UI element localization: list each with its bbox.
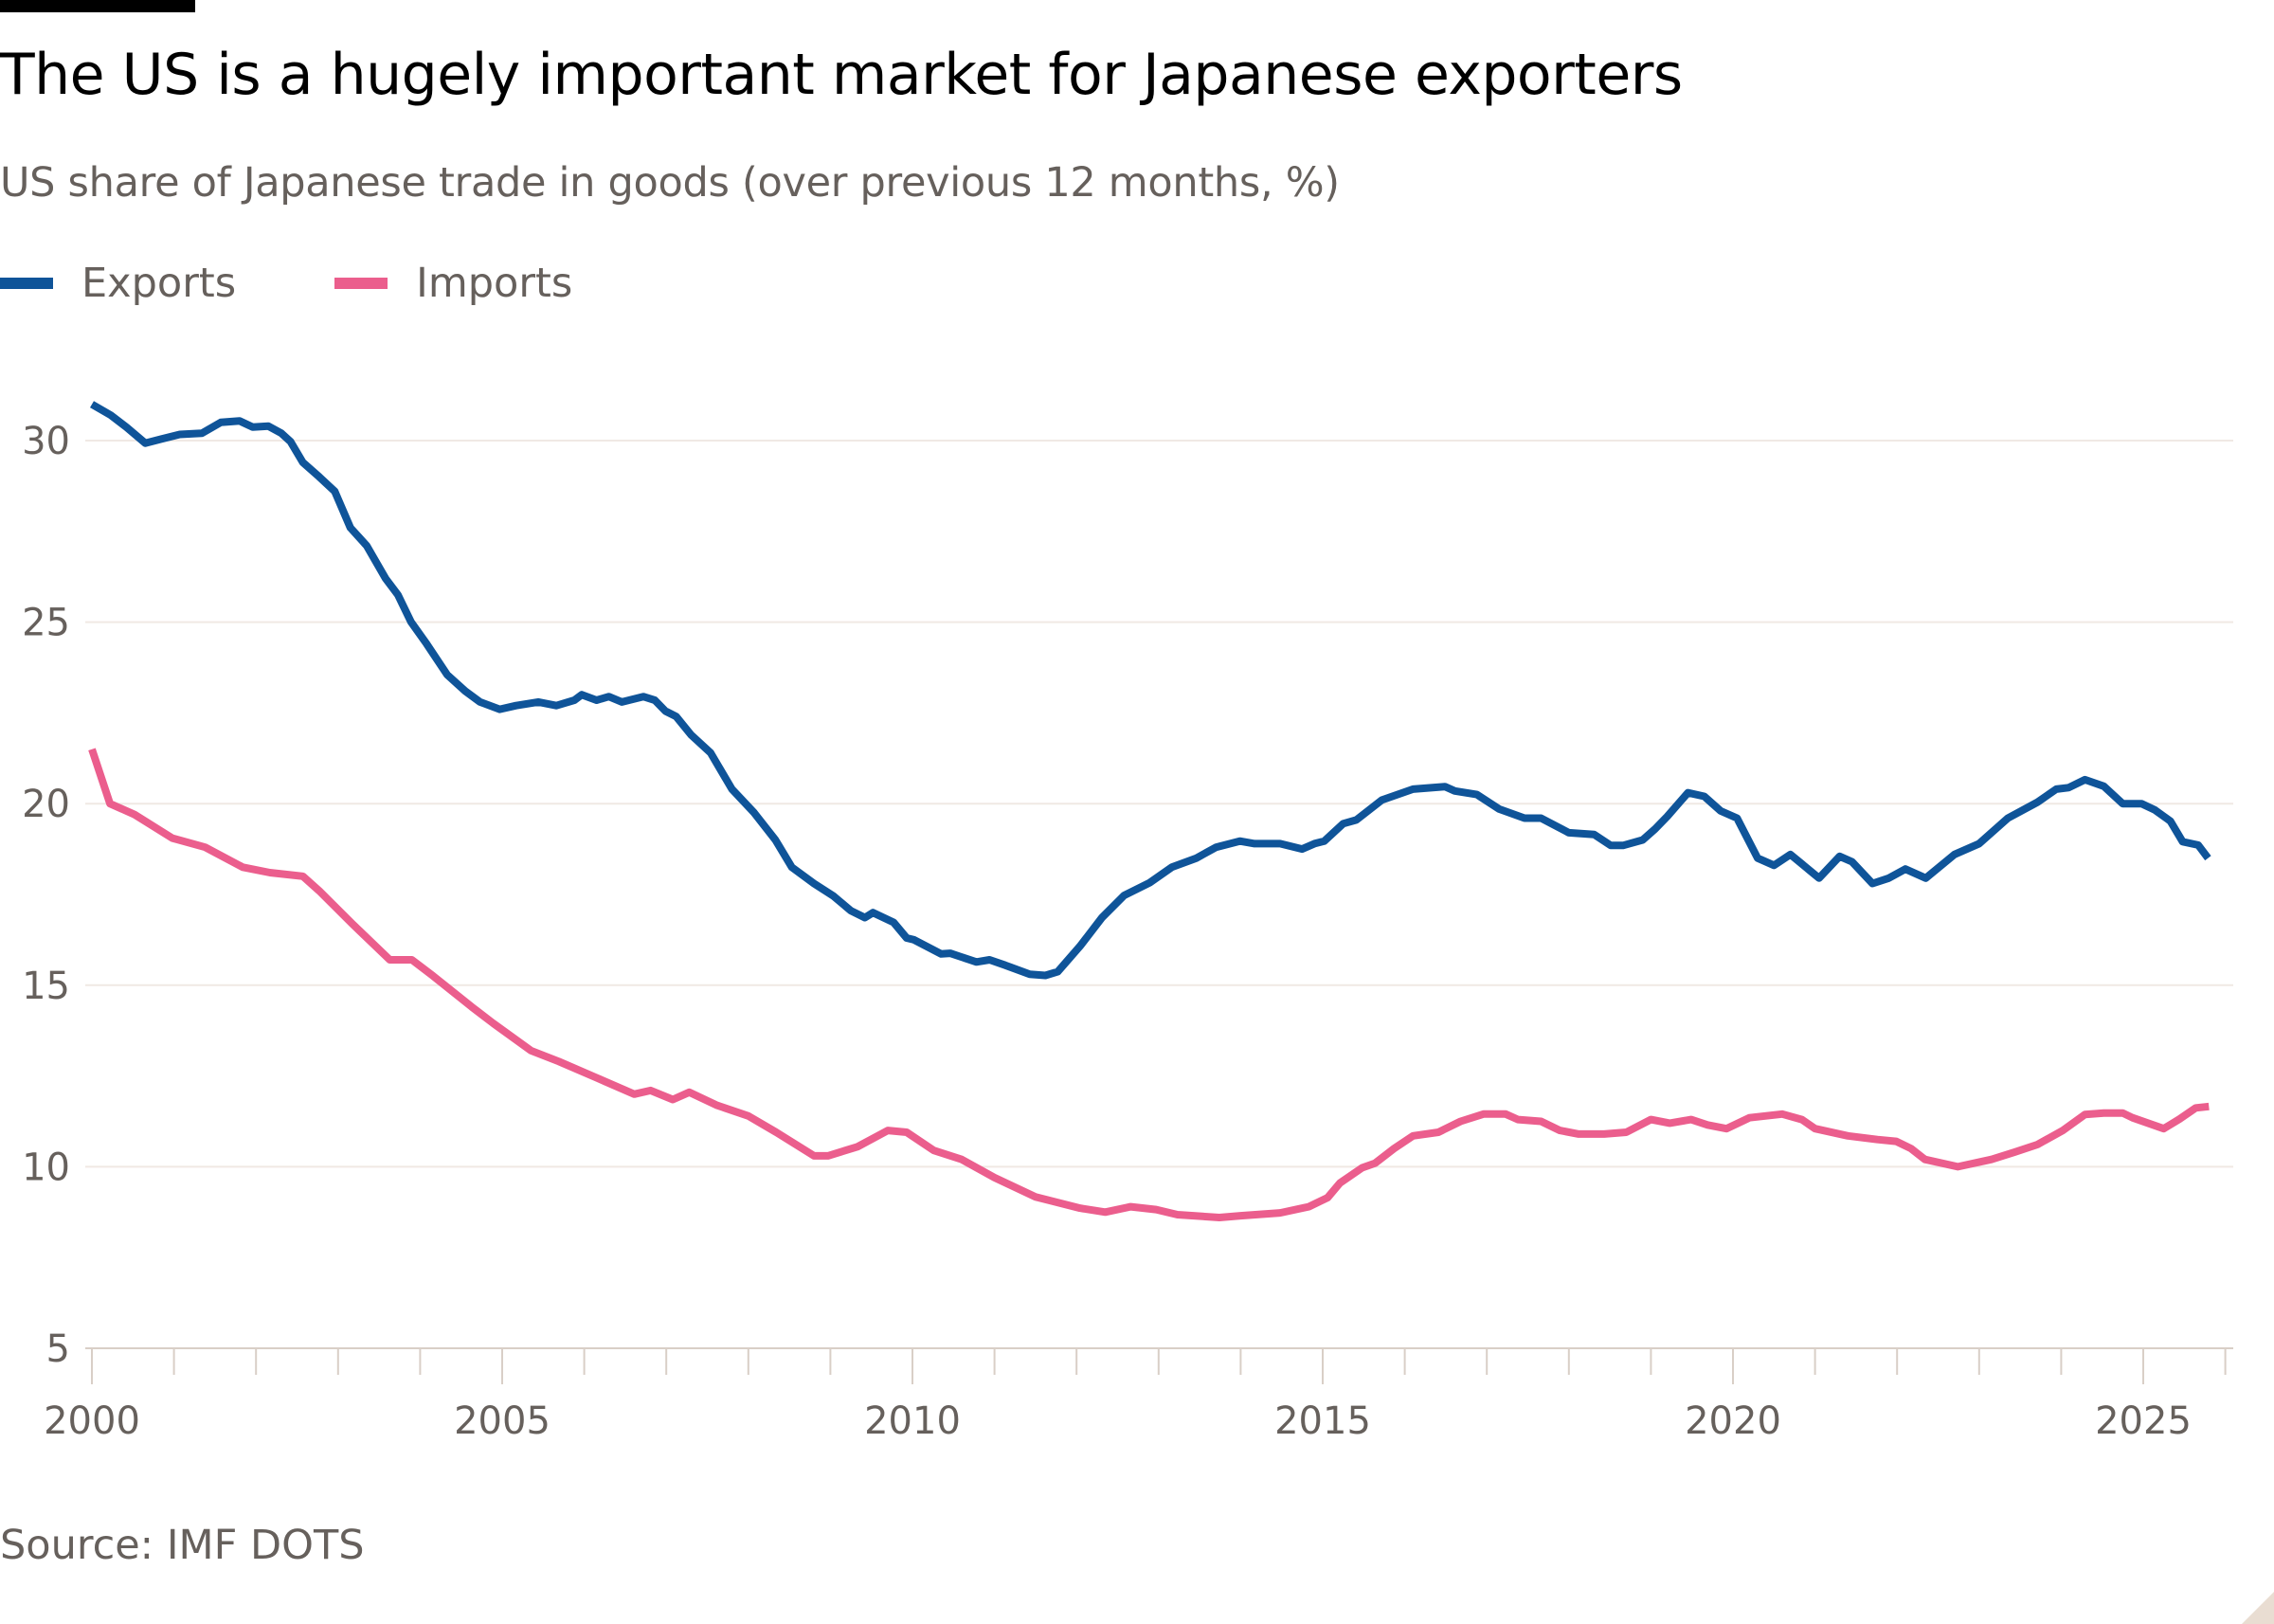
legend-item-exports: Exports: [0, 260, 236, 307]
y-tick-label: 15: [22, 965, 70, 1008]
x-axis: 2000 2005 2010 2015 2020 2025: [44, 1348, 2227, 1443]
header-accent-bar: [0, 0, 195, 12]
corner-decoration: [2242, 1592, 2274, 1624]
y-tick-label: 10: [22, 1146, 70, 1189]
legend: Exports Imports: [0, 260, 671, 307]
y-tick-label: 30: [22, 420, 70, 463]
chart-subtitle: US share of Japanese trade in goods (ove…: [0, 159, 1340, 207]
legend-swatch-exports: [0, 278, 53, 289]
legend-swatch-imports: [334, 278, 388, 289]
y-tick-label: 20: [22, 783, 70, 826]
x-tick-label: 2025: [2095, 1399, 2192, 1443]
chart-title: The US is a hugely important market for …: [0, 42, 1683, 108]
x-tick-label: 2020: [1685, 1399, 1781, 1443]
x-tick-label: 2015: [1274, 1399, 1371, 1443]
source-note: Source: IMF DOTS: [0, 1522, 365, 1569]
series-line-imports: [88, 748, 2210, 1221]
x-tick-label: 2005: [454, 1399, 550, 1443]
y-tick-label: 5: [46, 1327, 70, 1371]
legend-label-imports: Imports: [416, 260, 573, 307]
x-tick-label: 2010: [864, 1399, 961, 1443]
legend-item-imports: Imports: [334, 260, 572, 307]
x-tick-label: 2000: [44, 1399, 140, 1443]
y-tick-label: 25: [22, 602, 70, 645]
legend-label-exports: Exports: [81, 260, 237, 307]
series-line-exports: [89, 401, 2211, 980]
series-lines: [88, 401, 2211, 1221]
y-axis: 5 10 15 20 25 30: [22, 420, 70, 1371]
